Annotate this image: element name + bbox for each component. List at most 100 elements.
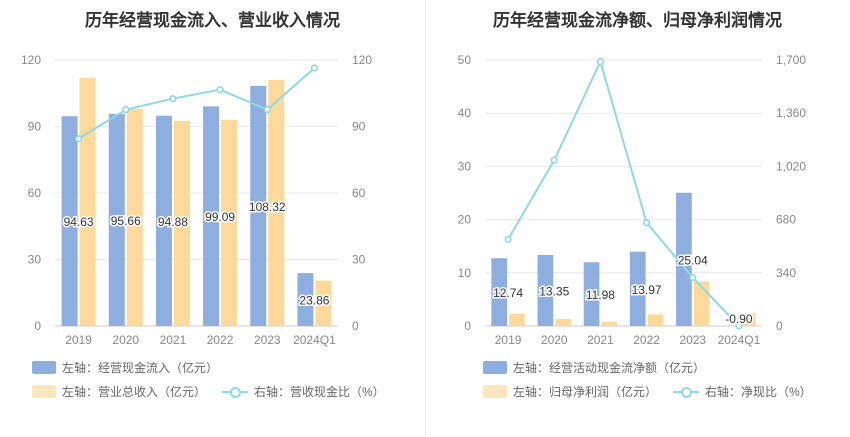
x-tick-label: 2022	[207, 333, 234, 347]
bar-series-1	[155, 115, 172, 326]
x-tick-label: 2019	[65, 333, 92, 347]
y-tick-label-right: 340	[776, 266, 796, 280]
chart-panel-left: 历年经营现金流入、营业收入情况 0 30 60 90 120 0 30 60 90 120 2019…	[21, 11, 401, 400]
y-tick-label-right: 1,360	[776, 106, 806, 120]
line-point	[689, 273, 697, 282]
y-tick-label-left: 10	[458, 266, 472, 280]
line-point	[642, 219, 651, 227]
y-tick-label-right: 1,700	[776, 53, 806, 67]
bar-series-2	[693, 281, 710, 326]
legend-item-net-cashflow[interactable]: 左轴：经营活动现金流净额（亿元）	[483, 359, 705, 376]
data-label: 23.86	[299, 294, 329, 308]
legend-item-net-cash-ratio[interactable]: 右轴：净现比（%）	[673, 383, 812, 400]
line-point	[550, 156, 558, 164]
y-tick-label-left: 50	[458, 53, 472, 67]
legend-item-cash-ratio[interactable]: 右轴：营收现金比（%）	[222, 383, 385, 400]
legend-label: 左轴：营业总收入（亿元）	[62, 385, 207, 399]
legend-row-2-left: 左轴：营业总收入（亿元） 右轴：营收现金比（%）	[32, 383, 401, 400]
legend-swatch-blue	[32, 361, 56, 374]
bar-series-1	[583, 262, 600, 326]
x-tick-label: 2019	[495, 333, 522, 347]
data-label: 12.74	[493, 286, 523, 300]
legend-swatch-line	[673, 386, 700, 398]
legend-label: 右轴：营收现金比（%）	[254, 385, 385, 399]
data-label: 94.88	[158, 215, 188, 229]
x-tick-label: 2024Q1	[293, 333, 336, 347]
x-tick-label: 2024Q1	[718, 333, 761, 347]
legend-item-cash-inflow[interactable]: 左轴：经营现金流入（亿元）	[32, 359, 218, 376]
data-label: 13.97	[632, 283, 662, 297]
legend-row-1-right: 左轴：经营活动现金流净额（亿元）	[483, 359, 721, 376]
chart-title-left: 历年经营现金流入、营业收入情况	[85, 11, 340, 30]
y-tick-label-left: 30	[458, 159, 472, 173]
y-tick-label-left: 120	[21, 53, 41, 67]
line-point	[122, 106, 130, 114]
legend-label: 左轴：经营现金流入（亿元）	[62, 361, 219, 375]
y-tick-label-left: 90	[28, 120, 42, 134]
y-tick-label-left: 0	[34, 319, 41, 333]
legend-swatch-orange	[483, 385, 507, 398]
x-tick-label: 2023	[679, 333, 706, 347]
y-tick-label-right: 1,020	[776, 159, 806, 173]
legend-item-revenue[interactable]: 左轴：营业总收入（亿元）	[32, 383, 206, 400]
line-point	[169, 94, 177, 103]
y-tick-label-left: 30	[28, 253, 42, 267]
data-label: 95.66	[111, 214, 141, 228]
bar-series-1	[491, 258, 508, 326]
bar-series-2	[221, 119, 238, 326]
data-label: 99.09	[205, 210, 235, 224]
line-point	[504, 235, 512, 243]
y-tick-label-right: 30	[352, 253, 366, 267]
y-tick-label-left: 20	[458, 213, 472, 227]
line-series	[507, 58, 740, 327]
bar-series-1	[250, 85, 267, 327]
y-tick-label-left: 0	[464, 319, 471, 333]
line-point	[216, 86, 224, 94]
data-label: 108.32	[249, 200, 286, 214]
bar-series-2	[601, 321, 618, 326]
data-label: 11.98	[586, 288, 615, 302]
x-tick-label: 2020	[541, 333, 568, 347]
bar-series-2	[173, 120, 190, 326]
bar-series-2	[79, 77, 96, 326]
y-tick-label-right: 0	[352, 319, 359, 333]
y-tick-label-right: 60	[352, 186, 366, 200]
legend-item-net-profit[interactable]: 左轴：归母净利润（亿元）	[483, 383, 657, 400]
line-point	[596, 57, 605, 66]
line-point	[735, 322, 743, 330]
bar-series-2	[126, 108, 143, 327]
legend-label: 左轴：经营活动现金流净额（亿元）	[513, 361, 706, 375]
line-point	[74, 135, 83, 143]
y-tick-label-right: 90	[352, 120, 366, 134]
panel-divider	[425, 0, 426, 437]
bar-series-1	[61, 116, 78, 326]
y-tick-label-left: 60	[28, 186, 42, 200]
chart-svg-right: 0 10 20 30 40 50 0 340 680 1,020 1,360 1,700 2019 202…	[458, 53, 807, 347]
x-tick-label: 2021	[587, 333, 614, 347]
line-point	[310, 64, 319, 72]
bar-series-1	[297, 273, 314, 326]
legend-swatch-orange	[32, 385, 56, 398]
legend-label: 左轴：归母净利润（亿元）	[513, 385, 658, 399]
bar-series-1	[676, 192, 692, 326]
y-tick-label-right: 680	[776, 213, 796, 227]
bar-series-2	[739, 313, 756, 326]
bar-series-2	[268, 79, 285, 326]
y-tick-label-right: 0	[776, 319, 783, 333]
line-point	[263, 106, 271, 114]
data-label: 13.35	[539, 284, 569, 298]
x-tick-label: 2023	[254, 333, 281, 347]
data-label: 25.04	[678, 253, 708, 267]
legend-swatch-blue	[483, 361, 507, 374]
chart-panel-right: 历年经营现金流净额、归母净利润情况 0 10 20 30 40 50 0 340 680 1,02…	[425, 0, 850, 437]
chart-svg-left: 0 30 60 90 120 0 30 60 90 120 2019 2020 2021 2022 2023…	[21, 53, 372, 347]
y-tick-label-right: 120	[352, 53, 372, 67]
x-tick-label: 2021	[160, 333, 187, 347]
bar-series-1	[629, 251, 646, 326]
bar-series-1	[108, 113, 125, 326]
bar-series-2	[555, 319, 571, 326]
legend-row-1-left: 左轴：经营现金流入（亿元）	[32, 359, 234, 376]
y-tick-label-left: 40	[458, 106, 472, 120]
x-tick-label: 2022	[633, 333, 660, 347]
data-label: 94.63	[64, 215, 94, 229]
